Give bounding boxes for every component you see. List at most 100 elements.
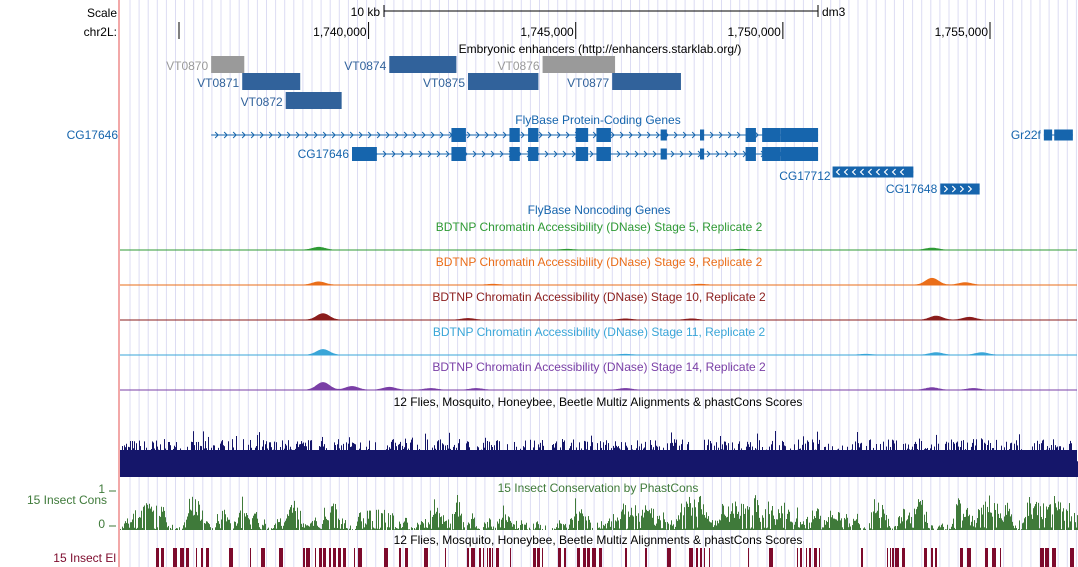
gene-exon[interactable]	[745, 128, 756, 142]
gene-cg17646[interactable]: CG17646	[298, 147, 819, 161]
gene-exon[interactable]	[660, 148, 667, 160]
phastcons-bar	[371, 529, 372, 530]
phastcons-bar	[200, 520, 201, 530]
phastcons-bar	[718, 523, 719, 530]
phastcons-bar	[278, 522, 279, 530]
gene-exon[interactable]	[1043, 129, 1053, 141]
protein-coding-genes-track[interactable]: FlyBase Protein-Coding Genes CG17646CG17…	[67, 113, 1073, 196]
gene-exon[interactable]	[596, 128, 611, 142]
phastcons-bar	[388, 513, 389, 530]
phastcons-bar	[687, 503, 688, 530]
enhancer-vt0871[interactable]: VT0871	[197, 73, 301, 90]
enhancer-vt0870[interactable]: VT0870	[166, 56, 245, 73]
gene-exon[interactable]	[660, 129, 667, 141]
gene-exon[interactable]	[352, 147, 377, 161]
gene-exon[interactable]	[528, 147, 539, 161]
gene-gr22f[interactable]: Gr22f	[1011, 128, 1073, 142]
multiz-bar	[718, 447, 719, 477]
gene-exon[interactable]	[700, 129, 705, 141]
enhancer-block[interactable]	[612, 73, 681, 90]
gene-exon[interactable]	[451, 128, 466, 142]
elements-track[interactable]: 12 Flies, Mosquito, Honeybee, Beetle Mul…	[53, 533, 1074, 567]
multiz-bar	[917, 449, 918, 477]
phastcons-bar	[1022, 523, 1023, 530]
multiz-track[interactable]: 12 Flies, Mosquito, Honeybee, Beetle Mul…	[120, 395, 1078, 477]
elements-track-title: 12 Flies, Mosquito, Honeybee, Beetle Mul…	[394, 533, 803, 547]
multiz-bar	[644, 447, 645, 477]
phastcons-bar	[170, 527, 171, 530]
gene-exon[interactable]	[762, 147, 781, 161]
enhancer-vt0872[interactable]: VT0872	[241, 92, 342, 109]
enhancer-vt0874[interactable]: VT0874	[344, 56, 457, 73]
gene-cg17712[interactable]: CG17712	[779, 166, 914, 184]
gene-exon[interactable]	[1054, 129, 1073, 141]
phastcons-min-label: 0	[98, 517, 105, 531]
enhancer-vt0877[interactable]: VT0877	[567, 73, 681, 90]
gene-cg17646[interactable]: CG17646	[67, 128, 819, 142]
multiz-bar	[799, 448, 800, 477]
gene-exon[interactable]	[940, 183, 980, 195]
dnase-track-stage-4[interactable]: BDTNP Chromatin Accessibility (DNase) St…	[120, 325, 1077, 356]
multiz-bar	[702, 452, 703, 477]
multiz-bar	[495, 464, 496, 477]
multiz-bar	[509, 450, 510, 477]
multiz-bar	[463, 453, 464, 477]
phastcons-bar	[536, 522, 537, 530]
phastcons-bar	[970, 525, 971, 530]
scale-ruler[interactable]: Scale 10 kb dm3 chr2L: 1,740,000 1,745,00…	[84, 5, 991, 39]
gene-exon[interactable]	[575, 147, 589, 161]
enhancer-block[interactable]	[468, 73, 539, 90]
gene-exon[interactable]	[575, 128, 589, 142]
gene-exon[interactable]	[509, 147, 520, 161]
gene-exon[interactable]	[780, 128, 819, 142]
phastcons-bar	[919, 502, 920, 530]
phastcons-bar	[920, 501, 921, 530]
multiz-bar	[977, 464, 978, 477]
gene-exon[interactable]	[745, 147, 756, 161]
multiz-bar	[660, 460, 661, 477]
phastcons-track[interactable]: 15 Insect Conservation by PhastCons 15 I…	[27, 481, 1078, 531]
dnase-track-stage-2[interactable]: BDTNP Chromatin Accessibility (DNase) St…	[120, 255, 1077, 286]
gene-cg17648[interactable]: CG17648	[886, 182, 980, 196]
multiz-bar	[776, 460, 777, 477]
enhancer-block[interactable]	[389, 56, 457, 73]
phastcons-bar	[294, 500, 295, 530]
phastcons-bar	[251, 528, 252, 530]
gene-exon[interactable]	[509, 128, 520, 142]
phastcons-bar	[600, 528, 601, 530]
enhancer-block[interactable]	[242, 73, 301, 90]
multiz-bar	[974, 458, 975, 477]
gene-exon[interactable]	[596, 147, 611, 161]
gene-exon[interactable]	[780, 147, 819, 161]
gene-exon[interactable]	[700, 148, 705, 160]
multiz-bar	[525, 440, 526, 477]
multiz-bar	[589, 455, 590, 477]
dnase-track-stage-3[interactable]: BDTNP Chromatin Accessibility (DNase) St…	[120, 290, 1077, 321]
phastcons-bar	[163, 507, 164, 530]
multiz-bar	[918, 455, 919, 477]
gene-exon[interactable]	[528, 128, 539, 142]
multiz-bar	[696, 461, 697, 477]
multiz-bar	[760, 460, 761, 477]
enhancer-vt0875[interactable]: VT0875	[423, 73, 539, 90]
multiz-bar	[395, 442, 396, 477]
multiz-bar	[835, 462, 836, 477]
multiz-bar	[823, 463, 824, 477]
gene-exon[interactable]	[451, 147, 466, 161]
enhancer-block[interactable]	[211, 56, 245, 73]
enhancer-block[interactable]	[285, 92, 342, 109]
enhancer-vt0876[interactable]: VT0876	[498, 56, 616, 73]
dnase-track-stage-1[interactable]: BDTNP Chromatin Accessibility (DNase) St…	[120, 220, 1077, 251]
multiz-bar	[1058, 457, 1059, 477]
enhancers-track[interactable]: Embryonic enhancers (http://enhancers.st…	[166, 42, 741, 109]
gene-exon[interactable]	[832, 166, 914, 178]
multiz-bar	[876, 443, 877, 477]
multiz-bar	[605, 444, 606, 477]
enhancer-block[interactable]	[542, 56, 616, 73]
dnase-track-stage-5[interactable]: BDTNP Chromatin Accessibility (DNase) St…	[120, 360, 1077, 391]
gene-exon[interactable]	[762, 128, 781, 142]
phastcons-bar	[139, 516, 140, 530]
phastcons-bar	[1013, 525, 1014, 530]
dnase-tracks[interactable]: BDTNP Chromatin Accessibility (DNase) St…	[120, 220, 1077, 391]
